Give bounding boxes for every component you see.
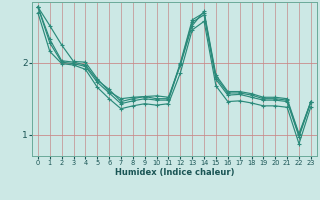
X-axis label: Humidex (Indice chaleur): Humidex (Indice chaleur): [115, 168, 234, 177]
